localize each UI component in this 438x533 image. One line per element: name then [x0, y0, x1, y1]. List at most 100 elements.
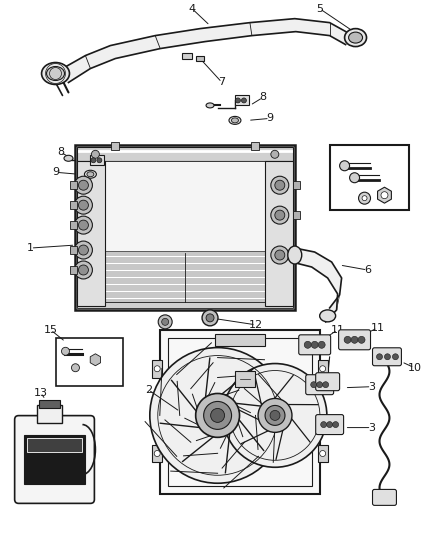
Bar — [152, 445, 162, 463]
Text: 12: 12 — [249, 320, 263, 330]
Circle shape — [270, 410, 280, 421]
Text: 5: 5 — [316, 4, 323, 14]
Text: 8: 8 — [259, 92, 266, 102]
FancyBboxPatch shape — [316, 373, 339, 391]
Bar — [168, 338, 312, 487]
Ellipse shape — [64, 155, 73, 161]
FancyBboxPatch shape — [372, 489, 396, 505]
Ellipse shape — [46, 67, 64, 80]
Circle shape — [311, 382, 317, 387]
Circle shape — [154, 366, 160, 372]
Circle shape — [223, 364, 327, 467]
Polygon shape — [292, 248, 342, 322]
Bar — [251, 142, 259, 150]
Bar — [293, 251, 300, 259]
Circle shape — [78, 220, 88, 230]
Text: 11: 11 — [331, 325, 345, 335]
Text: 3: 3 — [368, 382, 375, 392]
Text: 4: 4 — [188, 4, 196, 14]
Circle shape — [206, 314, 214, 322]
Bar — [235, 95, 249, 106]
Bar — [78, 161, 106, 306]
Text: COOLANT: COOLANT — [42, 465, 67, 470]
Circle shape — [74, 196, 92, 214]
Circle shape — [258, 399, 292, 432]
Bar — [39, 400, 60, 408]
FancyBboxPatch shape — [316, 415, 343, 434]
Bar — [27, 438, 82, 451]
Circle shape — [332, 422, 339, 427]
Bar — [37, 405, 61, 423]
Circle shape — [275, 180, 285, 190]
Circle shape — [359, 192, 371, 204]
Text: 10: 10 — [407, 363, 421, 373]
Text: 7: 7 — [219, 77, 226, 87]
Text: 2: 2 — [145, 385, 152, 394]
Bar — [215, 334, 265, 346]
Bar — [293, 181, 300, 189]
Circle shape — [196, 393, 240, 438]
FancyBboxPatch shape — [372, 348, 401, 366]
Circle shape — [74, 216, 92, 234]
Circle shape — [351, 336, 358, 343]
Ellipse shape — [87, 172, 94, 177]
Circle shape — [392, 354, 399, 360]
Ellipse shape — [229, 116, 241, 124]
Circle shape — [385, 354, 390, 360]
Circle shape — [323, 382, 328, 387]
Circle shape — [202, 310, 218, 326]
Polygon shape — [63, 19, 348, 83]
Ellipse shape — [231, 118, 238, 123]
Circle shape — [320, 366, 326, 372]
Circle shape — [275, 250, 285, 260]
Text: MOPAR: MOPAR — [45, 442, 64, 447]
Ellipse shape — [42, 62, 70, 84]
Circle shape — [271, 150, 279, 158]
Circle shape — [154, 450, 160, 456]
Ellipse shape — [320, 310, 336, 322]
Circle shape — [92, 150, 99, 158]
FancyBboxPatch shape — [299, 335, 331, 355]
Circle shape — [162, 318, 169, 325]
Bar — [56, 338, 124, 386]
Bar — [71, 181, 78, 189]
Bar — [330, 146, 410, 210]
Text: 15: 15 — [43, 325, 57, 335]
Circle shape — [362, 196, 367, 200]
Text: 9: 9 — [266, 114, 273, 123]
Circle shape — [78, 265, 88, 275]
FancyBboxPatch shape — [306, 375, 334, 394]
Ellipse shape — [85, 170, 96, 178]
Circle shape — [304, 341, 311, 348]
Bar — [78, 302, 293, 308]
Bar — [182, 53, 192, 59]
Circle shape — [381, 192, 388, 199]
Bar — [235, 371, 254, 387]
Circle shape — [71, 364, 79, 372]
Circle shape — [358, 336, 365, 343]
Bar — [293, 211, 300, 219]
Circle shape — [74, 176, 92, 194]
Ellipse shape — [206, 103, 214, 108]
Ellipse shape — [288, 246, 302, 264]
Circle shape — [311, 341, 318, 348]
Text: 8: 8 — [57, 147, 64, 157]
Bar — [78, 161, 293, 251]
Circle shape — [317, 382, 323, 387]
Circle shape — [150, 348, 286, 483]
Circle shape — [344, 336, 351, 343]
Circle shape — [78, 180, 88, 190]
Bar — [71, 201, 78, 209]
Bar — [265, 161, 293, 306]
FancyBboxPatch shape — [339, 330, 371, 350]
Circle shape — [327, 422, 332, 427]
Circle shape — [211, 408, 225, 422]
Circle shape — [350, 173, 360, 183]
Bar — [318, 445, 328, 463]
Bar — [196, 55, 204, 61]
Bar — [90, 155, 104, 165]
Circle shape — [91, 158, 96, 163]
Bar — [111, 142, 119, 150]
Circle shape — [265, 406, 285, 425]
Text: 9: 9 — [52, 167, 59, 177]
